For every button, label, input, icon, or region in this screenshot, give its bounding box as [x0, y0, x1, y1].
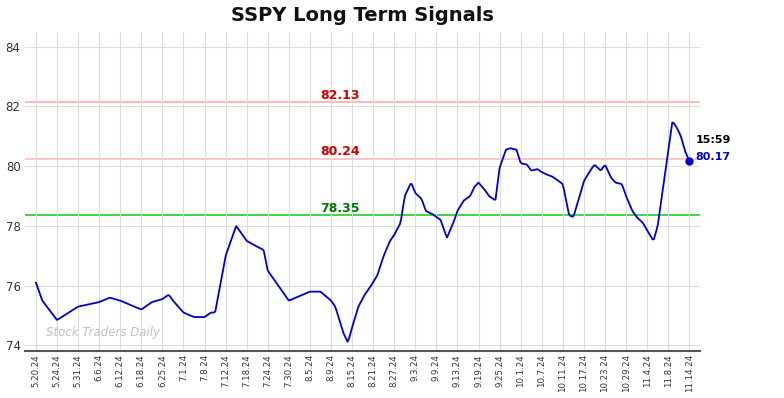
Title: SSPY Long Term Signals: SSPY Long Term Signals: [231, 6, 494, 25]
Text: 78.35: 78.35: [321, 202, 360, 215]
Text: Stock Traders Daily: Stock Traders Daily: [46, 326, 161, 339]
Text: 82.13: 82.13: [321, 89, 360, 102]
Text: 15:59: 15:59: [695, 135, 731, 144]
Text: 80.17: 80.17: [695, 152, 731, 162]
Text: 80.24: 80.24: [321, 145, 360, 158]
